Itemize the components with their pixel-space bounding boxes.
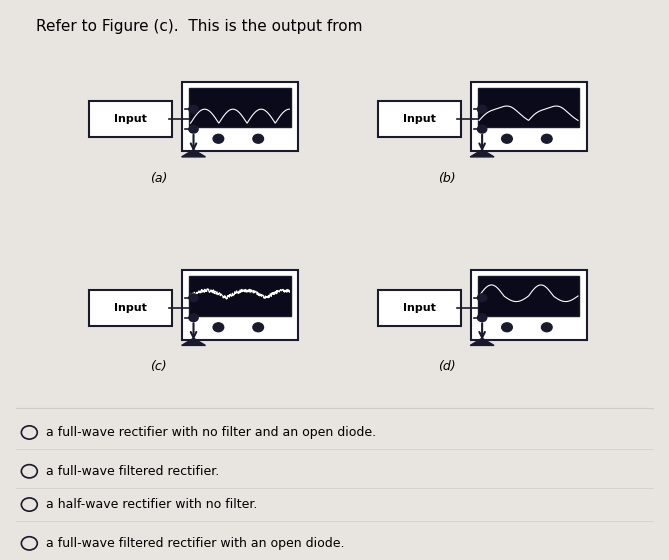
Circle shape (213, 134, 223, 143)
Circle shape (213, 323, 223, 332)
Circle shape (253, 134, 264, 143)
FancyBboxPatch shape (89, 290, 172, 326)
Text: Refer to Figure (c).  This is the output from: Refer to Figure (c). This is the output … (36, 20, 363, 34)
Text: a full-wave rectifier with no filter and an open diode.: a full-wave rectifier with no filter and… (46, 426, 376, 439)
Circle shape (211, 132, 226, 146)
Circle shape (189, 105, 198, 113)
Circle shape (478, 314, 487, 321)
Circle shape (189, 125, 198, 133)
Circle shape (253, 323, 264, 332)
Circle shape (539, 132, 555, 146)
Circle shape (478, 105, 487, 113)
Circle shape (250, 321, 266, 334)
Circle shape (541, 323, 552, 332)
Circle shape (499, 132, 515, 146)
FancyBboxPatch shape (478, 277, 579, 316)
Circle shape (189, 294, 198, 302)
Text: a full-wave filtered rectifier with an open diode.: a full-wave filtered rectifier with an o… (46, 537, 345, 550)
Circle shape (539, 321, 555, 334)
Polygon shape (470, 150, 494, 157)
Text: (a): (a) (150, 172, 167, 185)
Circle shape (211, 321, 226, 334)
Circle shape (189, 314, 198, 321)
Text: (b): (b) (438, 172, 456, 185)
Circle shape (541, 134, 552, 143)
Text: (c): (c) (151, 361, 167, 374)
Text: Input: Input (114, 303, 147, 312)
Text: Input: Input (403, 303, 436, 312)
FancyBboxPatch shape (189, 88, 291, 127)
FancyBboxPatch shape (470, 270, 587, 339)
FancyBboxPatch shape (189, 277, 291, 316)
FancyBboxPatch shape (89, 101, 172, 137)
FancyBboxPatch shape (470, 82, 587, 151)
Polygon shape (181, 150, 205, 157)
Circle shape (499, 321, 515, 334)
FancyBboxPatch shape (478, 88, 579, 127)
Text: Input: Input (403, 114, 436, 124)
FancyBboxPatch shape (377, 290, 460, 326)
Polygon shape (470, 338, 494, 346)
Text: a half-wave rectifier with no filter.: a half-wave rectifier with no filter. (46, 498, 258, 511)
Polygon shape (181, 338, 205, 346)
FancyBboxPatch shape (377, 101, 460, 137)
Circle shape (250, 132, 266, 146)
Circle shape (502, 134, 512, 143)
Text: (d): (d) (438, 361, 456, 374)
FancyBboxPatch shape (182, 270, 298, 339)
Circle shape (478, 125, 487, 133)
Text: Input: Input (114, 114, 147, 124)
FancyBboxPatch shape (182, 82, 298, 151)
Circle shape (502, 323, 512, 332)
Text: a full-wave filtered rectifier.: a full-wave filtered rectifier. (46, 465, 219, 478)
Circle shape (478, 294, 487, 302)
